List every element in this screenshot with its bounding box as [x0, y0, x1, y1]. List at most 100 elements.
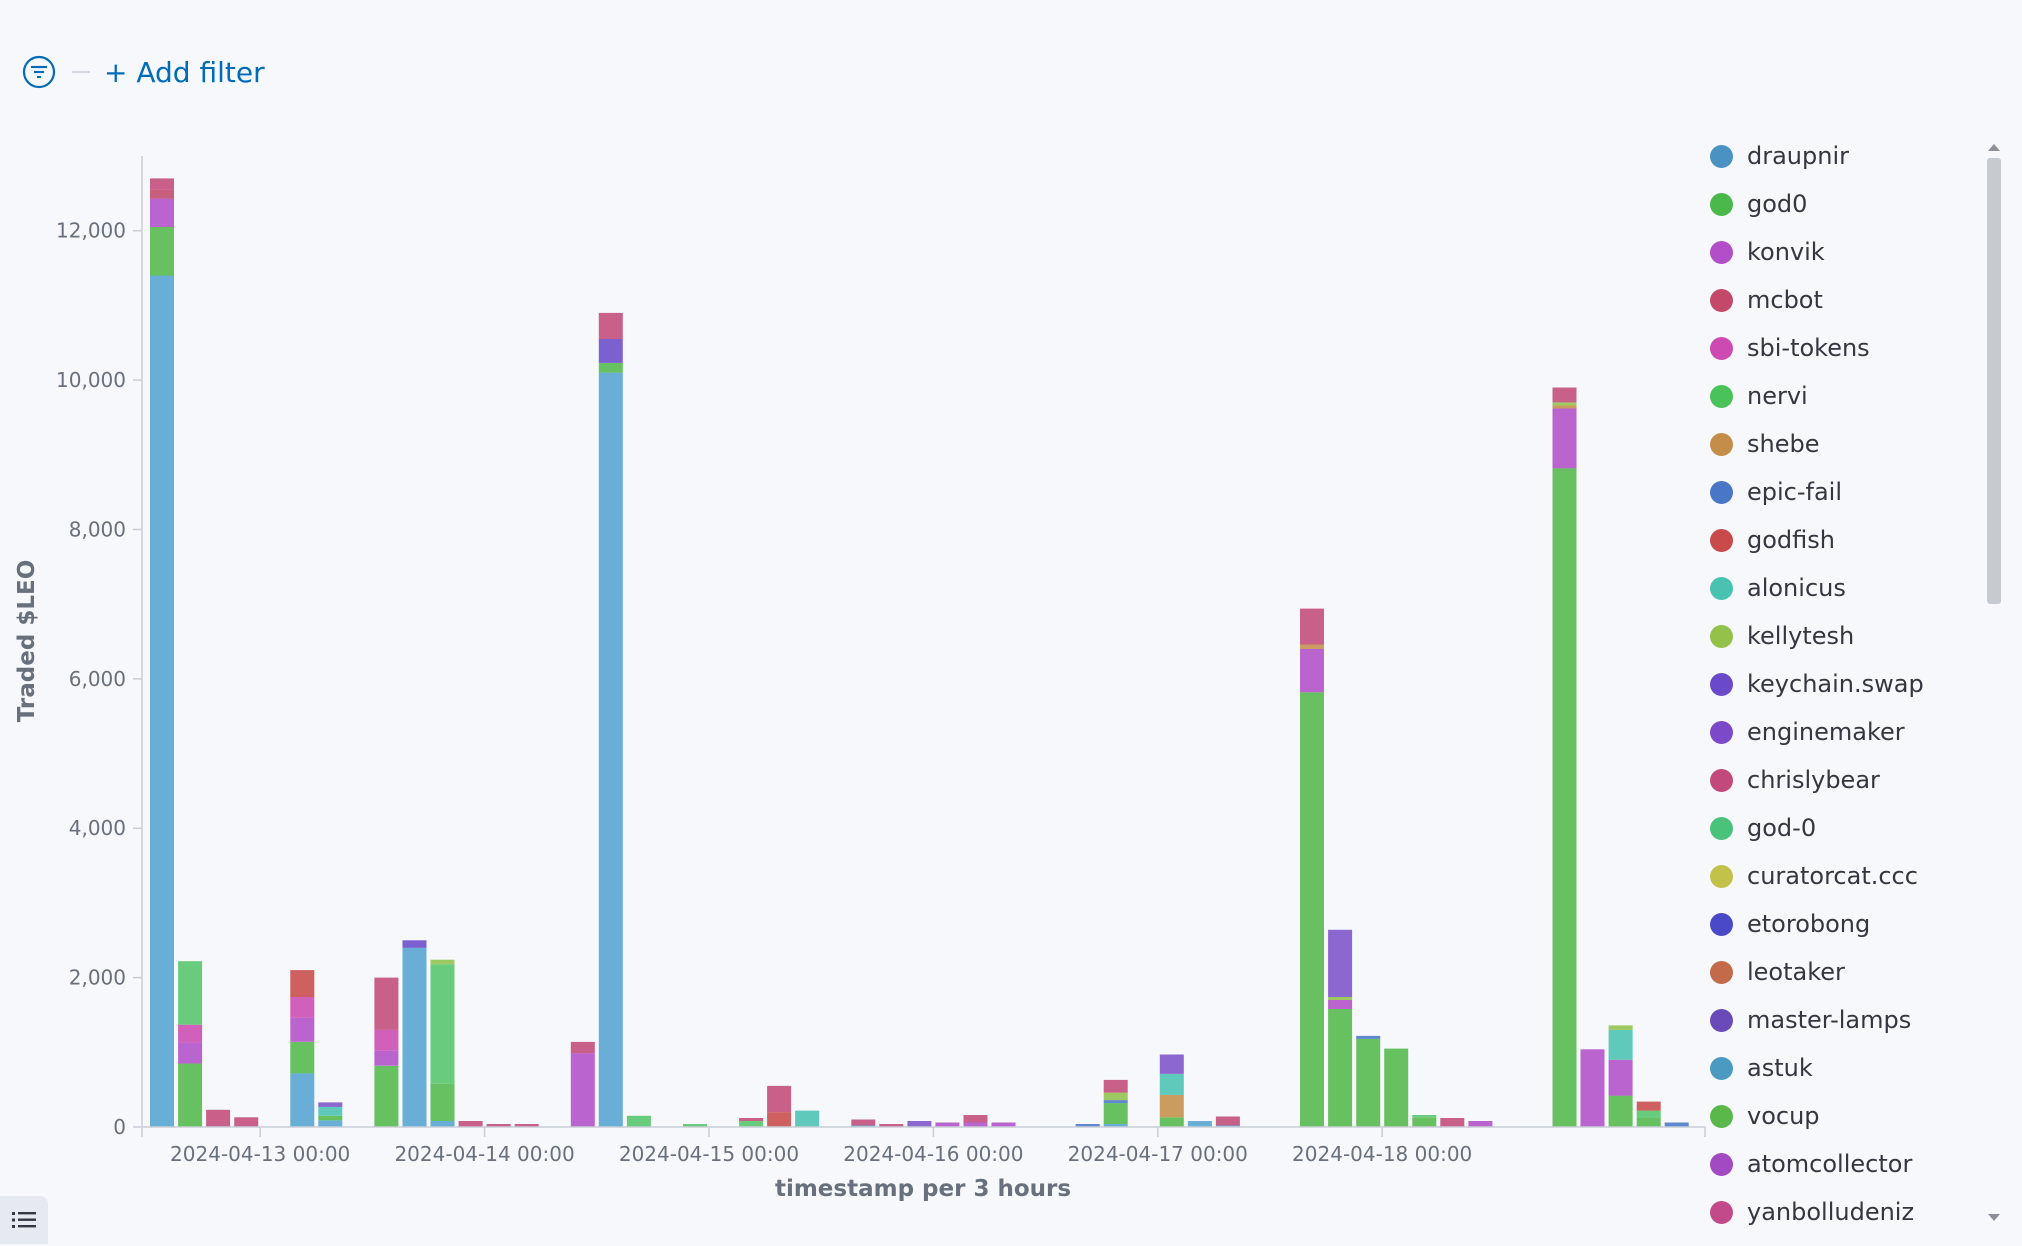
bar-segment-epic-fail[interactable]	[1103, 1100, 1128, 1104]
bar-segment-enginemaker[interactable]	[907, 1121, 932, 1127]
bar-segment-konvik[interactable]	[178, 1042, 203, 1064]
bar-segment-keychain.swap[interactable]	[402, 940, 427, 948]
bar-segment-god0[interactable]	[1103, 1103, 1128, 1124]
bar-segment-epic-fail[interactable]	[1664, 1122, 1689, 1128]
bar-segment-shebe[interactable]	[1159, 1094, 1184, 1118]
bar-segment-konvik[interactable]	[963, 1122, 988, 1128]
bar-segment-chrislybear[interactable]	[514, 1124, 539, 1127]
bar-segment-god0[interactable]	[1159, 1117, 1184, 1127]
bar-segment-god0[interactable]	[178, 1063, 203, 1128]
bar-segment-chrislybear[interactable]	[150, 178, 174, 190]
bar-segment-kellytesh[interactable]	[1608, 1025, 1633, 1030]
scroll-down-arrow-icon[interactable]	[1988, 1214, 2000, 1221]
bar-segment-chrislybear[interactable]	[879, 1124, 904, 1127]
legend-item-leotaker[interactable]: leotaker	[1710, 952, 1845, 992]
legend-item-vocup[interactable]: vocup	[1710, 1096, 1820, 1136]
bar-segment-godfish[interactable]	[767, 1112, 792, 1127]
bar-segment-kellytesh[interactable]	[1552, 402, 1577, 406]
bar-segment-alonicus[interactable]	[1159, 1074, 1184, 1095]
legend-item-mcbot[interactable]: mcbot	[1710, 280, 1823, 320]
bar-segment-chrislybear[interactable]	[458, 1121, 483, 1127]
legend-item-enginemaker[interactable]: enginemaker	[1710, 712, 1905, 752]
bar-segment-epic-fail[interactable]	[1075, 1124, 1100, 1127]
bar-segment-god0[interactable]	[430, 1083, 455, 1121]
bar-segment-alonicus[interactable]	[1608, 1029, 1633, 1060]
bar-segment-god0[interactable]	[598, 362, 623, 373]
scroll-up-arrow-icon[interactable]	[1988, 144, 2000, 151]
legend-item-kellytesh[interactable]: kellytesh	[1710, 616, 1854, 656]
bar-segment-konvik[interactable]	[1552, 408, 1577, 469]
bar-segment-chrislybear[interactable]	[206, 1109, 231, 1127]
legend-item-epic-fail[interactable]: epic-fail	[1710, 472, 1842, 512]
bar-segment-mcbot[interactable]	[150, 189, 174, 199]
bar-segment-chrislybear[interactable]	[1440, 1118, 1465, 1127]
bar-segment-draupnir[interactable]	[150, 275, 174, 1128]
legend-item-master-lamps[interactable]: master-lamps	[1710, 1000, 1911, 1040]
bar-segment-god0[interactable]	[1328, 1009, 1353, 1127]
bar-segment-enginemaker[interactable]	[318, 1102, 343, 1107]
bar-segment-chrislybear[interactable]	[739, 1118, 764, 1121]
bar-segment-konvik[interactable]	[150, 198, 174, 227]
bar-segment-shebe[interactable]	[1552, 405, 1577, 409]
bar-segment-chrislybear[interactable]	[1215, 1116, 1240, 1126]
legend-item-nervi[interactable]: nervi	[1710, 376, 1808, 416]
bar-segment-konvik[interactable]	[935, 1122, 960, 1128]
legend-item-curatorcat.ccc[interactable]: curatorcat.ccc	[1710, 856, 1918, 896]
legend-item-shebe[interactable]: shebe	[1710, 424, 1819, 464]
bar-segment-kellytesh[interactable]	[430, 959, 455, 965]
bar-segment-sbi-tokens[interactable]	[374, 1029, 399, 1051]
bar-segment-god0[interactable]	[1552, 468, 1577, 1127]
legend-item-konvik[interactable]: konvik	[1710, 232, 1825, 272]
bar-segment-godfish[interactable]	[1636, 1101, 1661, 1111]
bar-segment-konvik[interactable]	[1468, 1121, 1493, 1127]
bar-segment-konvik[interactable]	[374, 1050, 399, 1066]
bar-segment-god0[interactable]	[150, 227, 174, 276]
bar-segment-god0[interactable]	[1384, 1048, 1409, 1127]
bar-segment-nervi[interactable]	[739, 1121, 764, 1127]
legend-item-keychain.swap[interactable]: keychain.swap	[1710, 664, 1924, 704]
filter-icon[interactable]	[22, 55, 56, 89]
bar-segment-god0[interactable]	[1356, 1038, 1381, 1127]
bar-segment-chrislybear[interactable]	[851, 1119, 876, 1126]
bar-segment-nervi[interactable]	[430, 964, 455, 1084]
bar-segment-chrislybear[interactable]	[767, 1085, 792, 1112]
bar-segment-god0[interactable]	[1608, 1095, 1633, 1127]
bar-segment-chrislybear[interactable]	[963, 1115, 988, 1123]
legend-item-yanbolludeniz[interactable]: yanbolludeniz	[1710, 1192, 1914, 1232]
add-filter-button[interactable]: + Add filter	[104, 55, 265, 89]
legend-item-etorobong[interactable]: etorobong	[1710, 904, 1870, 944]
bar-segment-godfish[interactable]	[290, 970, 315, 997]
bar-segment-konvik[interactable]	[290, 1017, 315, 1042]
bar-segment-chrislybear[interactable]	[1552, 387, 1577, 403]
legend-item-alonicus[interactable]: alonicus	[1710, 568, 1846, 608]
bar-segment-god0[interactable]	[1636, 1118, 1661, 1127]
scroll-thumb[interactable]	[1987, 158, 2001, 604]
bar-segment-god0[interactable]	[318, 1115, 343, 1121]
bar-segment-draupnir[interactable]	[318, 1120, 343, 1127]
bar-segment-nervi[interactable]	[1636, 1110, 1661, 1119]
bar-segment-nervi[interactable]	[178, 961, 203, 1025]
bar-segment-chrislybear[interactable]	[374, 977, 399, 1030]
bar-segment-konvik[interactable]	[1328, 1000, 1353, 1009]
bar-segment-chrislybear[interactable]	[1103, 1079, 1128, 1093]
bar-segment-konvik[interactable]	[1608, 1059, 1633, 1096]
legend-item-sbi-tokens[interactable]: sbi-tokens	[1710, 328, 1870, 368]
bar-segment-chrislybear[interactable]	[598, 312, 623, 339]
bar-segment-alonicus[interactable]	[318, 1106, 343, 1116]
bar-segment-sbi-tokens[interactable]	[178, 1024, 203, 1043]
bar-segment-kellytesh[interactable]	[1103, 1092, 1128, 1101]
bar-segment-draupnir[interactable]	[402, 947, 427, 1127]
legend-toggle-button[interactable]	[0, 1196, 48, 1244]
bar-segment-god0[interactable]	[1412, 1117, 1437, 1127]
bar-segment-nervi[interactable]	[683, 1124, 707, 1127]
bar-segment-draupnir[interactable]	[1187, 1121, 1212, 1127]
bar-segment-keychain.swap[interactable]	[598, 339, 623, 363]
bar-segment-nervi[interactable]	[1412, 1115, 1437, 1118]
legend-scrollbar[interactable]	[1984, 140, 2004, 1240]
bar-segment-alonicus[interactable]	[795, 1110, 820, 1127]
bar-segment-enginemaker[interactable]	[1159, 1054, 1184, 1074]
bar-segment-konvik[interactable]	[991, 1122, 1016, 1128]
legend-item-astuk[interactable]: astuk	[1710, 1048, 1813, 1088]
legend-item-god0[interactable]: god0	[1710, 184, 1807, 224]
bar-segment-konvik[interactable]	[1300, 649, 1324, 693]
